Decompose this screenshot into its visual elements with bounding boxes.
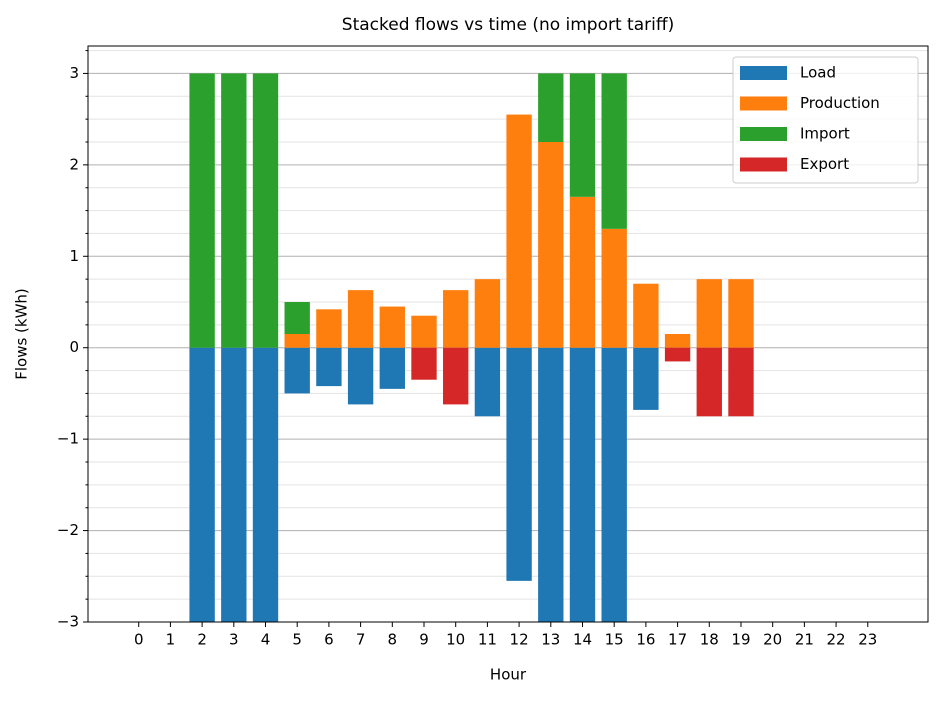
legend-label: Production [800, 94, 880, 112]
x-tick-label: 15 [605, 631, 624, 649]
legend-swatch [740, 66, 787, 80]
bar-segment [474, 279, 501, 348]
bar-segment [221, 73, 247, 348]
bar-segment [569, 73, 596, 197]
x-tick-label: 9 [419, 631, 429, 649]
x-tick-label: 17 [668, 631, 687, 649]
bar-segment [696, 347, 722, 417]
bar-segment [316, 347, 342, 387]
x-tick-label: 16 [636, 631, 655, 649]
x-tick-label: 3 [229, 631, 239, 649]
y-tick-label: 3 [69, 64, 79, 82]
bar-segment [347, 290, 374, 348]
bar-segment [728, 279, 754, 348]
x-tick-label: 13 [541, 631, 560, 649]
bar-segment [538, 347, 564, 622]
bars [189, 73, 754, 622]
bar-segment [601, 228, 627, 348]
bar-segment [506, 114, 532, 348]
y-tick-label: 0 [69, 338, 79, 356]
x-tick-label: 4 [261, 631, 271, 649]
x-tick-label: 18 [700, 631, 719, 649]
y-axis-label: Flows (kWh) [13, 288, 31, 380]
x-tick-label: 0 [134, 631, 144, 649]
bar-segment [664, 347, 691, 362]
bar-segment [538, 73, 564, 142]
bar-segment [633, 347, 659, 410]
x-tick-label: 5 [292, 631, 302, 649]
x-tick-label: 2 [197, 631, 207, 649]
x-tick-label: 20 [763, 631, 782, 649]
x-tick-label: 23 [858, 631, 877, 649]
bar-segment [284, 347, 310, 394]
bar-segment [728, 347, 754, 417]
bar-segment [221, 347, 247, 622]
x-tick-label: 21 [795, 631, 814, 649]
bar-segment [189, 73, 215, 348]
bar-segment [284, 334, 310, 348]
bar-segment [443, 347, 469, 405]
bar-segment [316, 309, 342, 348]
bar-segment [284, 302, 310, 334]
bar-segment [379, 306, 405, 348]
bar-segment [252, 347, 279, 622]
legend-label: Load [800, 64, 836, 82]
legend: Load Production Import Export [732, 56, 919, 184]
x-tick-label: 14 [573, 631, 592, 649]
x-tick-label: 12 [510, 631, 529, 649]
y-tick-label: −2 [57, 521, 79, 539]
bar-segment [569, 347, 596, 622]
bar-segment [443, 290, 469, 348]
bar-segment [569, 196, 596, 348]
x-tick-label: 11 [478, 631, 497, 649]
plot-frame [87, 45, 929, 623]
x-tick-label: 19 [731, 631, 750, 649]
bar-segment [411, 315, 437, 348]
legend-swatch [740, 127, 787, 141]
legend-label: Import [800, 125, 850, 143]
x-tick-label: 7 [356, 631, 366, 649]
bar-segment [474, 347, 501, 417]
x-tick-label: 10 [446, 631, 465, 649]
y-tick-label: 2 [69, 155, 79, 173]
x-tick-label: 1 [166, 631, 176, 649]
chart-title: Stacked flows vs time (no import tariff) [342, 15, 674, 35]
bar-segment [633, 283, 659, 348]
bar-segment [379, 347, 405, 389]
y-tick-label: −1 [57, 430, 79, 448]
bar-segment [252, 73, 279, 348]
y-tick-label: 1 [69, 247, 79, 265]
x-tick-label: 6 [324, 631, 334, 649]
legend-box [732, 56, 919, 184]
legend-label: Export [800, 155, 849, 173]
x-axis-label: Hour [490, 666, 527, 684]
bar-segment [411, 347, 437, 380]
bar-segment [696, 279, 722, 348]
y-tick-label: −3 [57, 613, 79, 631]
bar-segment [601, 347, 627, 622]
x-tick-label: 8 [388, 631, 398, 649]
bar-segment [347, 347, 374, 405]
bar-segment [189, 347, 215, 622]
bar-segment [601, 73, 627, 229]
bar-segment [538, 142, 564, 348]
bar-segment [506, 347, 532, 581]
bar-segment [664, 334, 691, 348]
legend-swatch [740, 96, 787, 111]
legend-swatch [740, 157, 787, 172]
x-tick-label: 22 [827, 631, 846, 649]
